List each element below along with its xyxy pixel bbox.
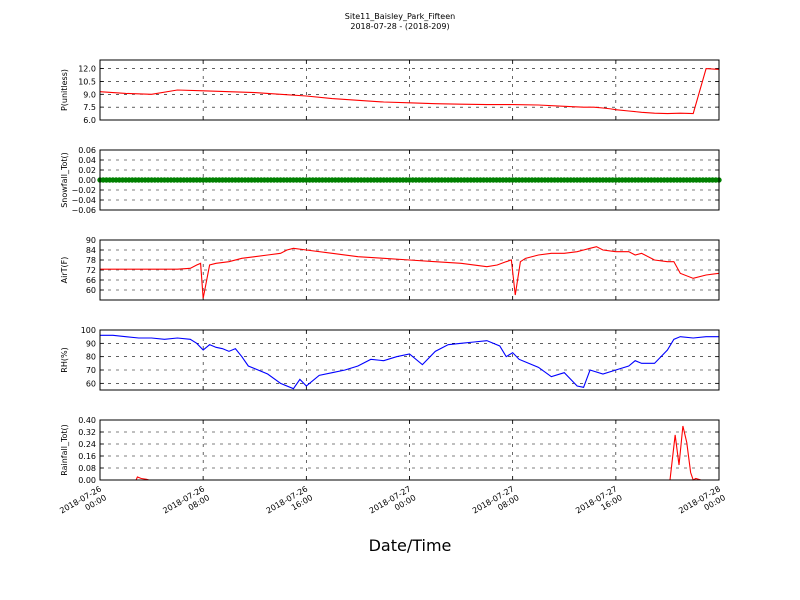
- y-tick-label: 0.06: [78, 146, 96, 155]
- y-tick-label: 84: [86, 246, 96, 255]
- y-tick-label: 0.08: [78, 464, 96, 473]
- y-tick-label: 0.24: [78, 440, 96, 449]
- figure-title: Site11_Baisley_Park_Fifteen: [345, 12, 455, 21]
- y-tick-label: 0.00: [78, 476, 96, 485]
- y-tick-label: −0.04: [71, 196, 96, 205]
- y-tick-label: 90: [86, 339, 96, 348]
- y-tick-label: 0.02: [78, 166, 96, 175]
- panel-frame: [99, 419, 720, 481]
- y-axis-label: AirT(F): [60, 257, 69, 284]
- y-tick-label: 90: [86, 236, 96, 245]
- series-line: [100, 246, 720, 299]
- y-tick-label: 0.16: [78, 452, 96, 461]
- x-axis-label: Date/Time: [369, 536, 452, 555]
- panel-frame: [99, 59, 720, 121]
- panel-1: 6.0 7.5 9.0 10.5 12.0 P(unitless): [60, 59, 720, 125]
- y-tick-label: 0.00: [78, 176, 96, 185]
- y-tick-label: 9.0: [83, 90, 96, 99]
- panel-frame: [99, 329, 720, 391]
- y-tick-label: −0.02: [71, 186, 96, 195]
- y-tick-label: 0.32: [78, 428, 96, 437]
- y-tick-label: 80: [86, 353, 96, 362]
- y-tick-label: 0.40: [78, 416, 96, 425]
- figure-subtitle: 2018-07-28 - (2018-209): [350, 22, 449, 31]
- y-tick-label: 10.5: [78, 77, 96, 86]
- y-tick-label: 72: [86, 266, 96, 275]
- y-axis-label: P(unitless): [60, 69, 69, 111]
- panels: 6.0 7.5 9.0 10.5 12.0 P(unitless) −0.06−0.04−0…: [60, 59, 722, 485]
- panel-frame: [99, 239, 720, 301]
- y-tick-label: 6.0: [83, 116, 96, 125]
- y-tick-label: 70: [86, 366, 96, 375]
- y-tick-label: 12.0: [78, 65, 96, 74]
- y-tick-label: 0.04: [78, 156, 96, 165]
- y-axis-label: Rainfall_Tot(): [60, 424, 69, 476]
- y-tick-label: 100: [81, 326, 96, 335]
- y-axis-label: Snowfall_Tot(): [60, 152, 69, 208]
- panel-5: 0.00 0.08 0.16 0.24 0.32 0.40 Rainfall_Tot(): [60, 416, 720, 485]
- y-tick-label: 66: [86, 276, 96, 285]
- y-tick-label: −0.06: [71, 206, 96, 215]
- series-line: [100, 425, 719, 481]
- y-axis-label: RH(%): [60, 347, 69, 372]
- panel-4: 60 70 80 90 100 RH(%): [60, 326, 720, 391]
- y-tick-label: 60: [86, 286, 96, 295]
- series-line: [99, 67, 720, 115]
- series-line: [100, 334, 719, 390]
- y-tick-label: 60: [86, 379, 96, 388]
- panel-2: −0.06−0.04−0.020.000.020.040.06 Snowfall_…: [60, 146, 722, 215]
- y-tick-label: 7.5: [83, 103, 96, 112]
- y-tick-label: 78: [86, 256, 96, 265]
- panel-frame: [99, 149, 720, 211]
